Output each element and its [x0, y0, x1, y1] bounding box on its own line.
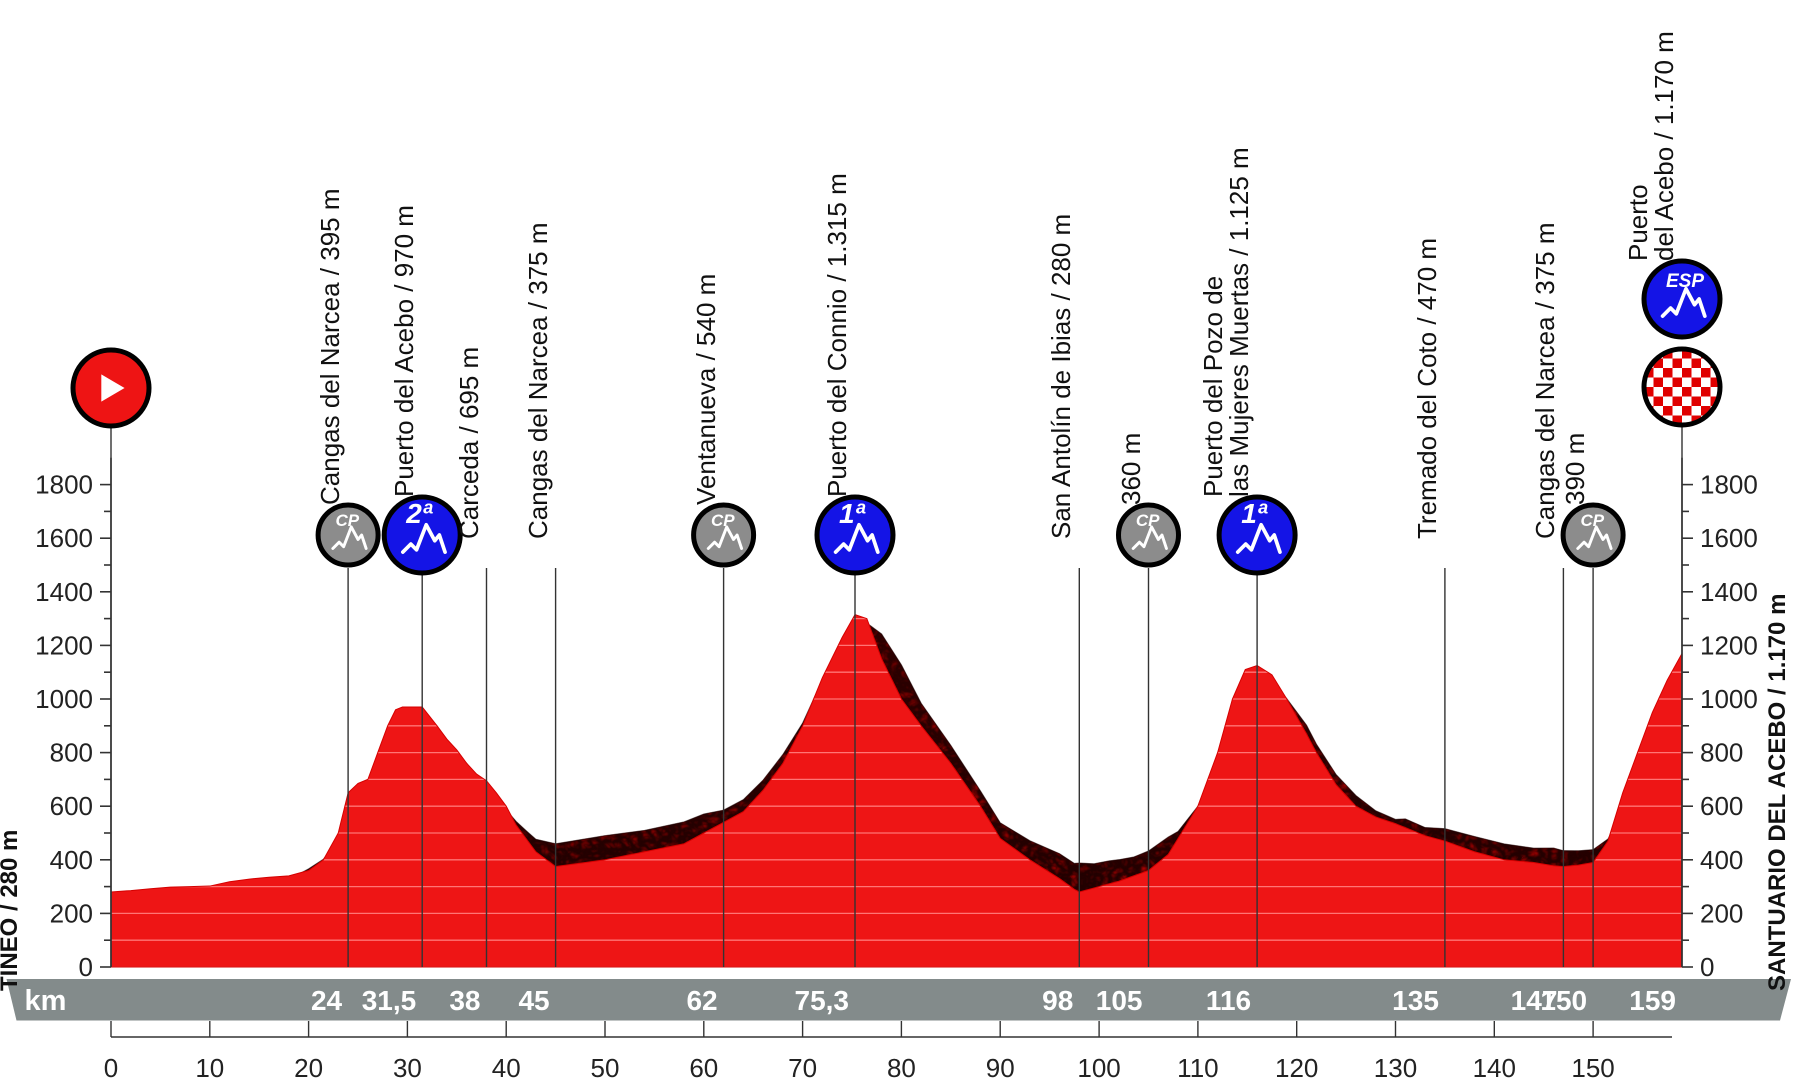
svg-text:60: 60 [689, 1053, 718, 1078]
svg-text:105: 105 [1096, 985, 1143, 1016]
svg-text:0: 0 [79, 952, 93, 982]
svg-text:2ª: 2ª [405, 498, 433, 529]
svg-text:400: 400 [50, 845, 93, 875]
svg-text:90: 90 [986, 1053, 1015, 1078]
svg-text:24: 24 [311, 985, 343, 1016]
svg-text:135: 135 [1392, 985, 1439, 1016]
svg-text:1600: 1600 [35, 523, 93, 553]
svg-text:800: 800 [1700, 738, 1743, 768]
svg-text:400: 400 [1700, 845, 1743, 875]
svg-text:116: 116 [1206, 985, 1251, 1016]
svg-text:600: 600 [1700, 791, 1743, 821]
svg-text:1200: 1200 [35, 630, 93, 660]
svg-text:100: 100 [1077, 1053, 1120, 1078]
svg-text:38: 38 [449, 985, 480, 1016]
svg-text:70: 70 [788, 1053, 817, 1078]
svg-text:CP: CP [336, 511, 360, 530]
svg-text:1200: 1200 [1700, 630, 1758, 660]
svg-text:98: 98 [1042, 985, 1073, 1016]
svg-text:1ª: 1ª [839, 498, 866, 529]
svg-text:1800: 1800 [1700, 470, 1758, 500]
svg-text:140: 140 [1473, 1053, 1516, 1078]
svg-text:30: 30 [393, 1053, 422, 1078]
svg-text:800: 800 [50, 738, 93, 768]
svg-text:130: 130 [1374, 1053, 1417, 1078]
svg-text:1000: 1000 [1700, 684, 1758, 714]
svg-text:1400: 1400 [1700, 577, 1758, 607]
svg-text:km: km [25, 985, 67, 1017]
svg-text:150: 150 [1540, 985, 1587, 1016]
svg-text:1ª: 1ª [1241, 498, 1268, 529]
svg-text:CP: CP [1581, 511, 1605, 530]
svg-text:31,5: 31,5 [362, 985, 417, 1016]
svg-text:ESP: ESP [1666, 271, 1704, 292]
svg-text:110: 110 [1177, 1053, 1218, 1078]
svg-text:1400: 1400 [35, 577, 93, 607]
svg-text:50: 50 [591, 1053, 620, 1078]
svg-text:0: 0 [1700, 952, 1714, 982]
svg-text:200: 200 [50, 898, 93, 928]
svg-text:40: 40 [492, 1053, 521, 1078]
svg-text:10: 10 [195, 1053, 224, 1078]
svg-text:45: 45 [518, 985, 549, 1016]
svg-text:150: 150 [1571, 1053, 1614, 1078]
svg-text:1800: 1800 [35, 470, 93, 500]
svg-text:0: 0 [104, 1053, 118, 1078]
svg-text:20: 20 [294, 1053, 323, 1078]
svg-text:62: 62 [686, 985, 717, 1016]
svg-text:1000: 1000 [35, 684, 93, 714]
svg-text:600: 600 [50, 791, 93, 821]
svg-text:159: 159 [1629, 985, 1676, 1016]
svg-text:CP: CP [1136, 511, 1160, 530]
svg-text:80: 80 [887, 1053, 916, 1078]
svg-text:200: 200 [1700, 898, 1743, 928]
svg-text:75,3: 75,3 [795, 985, 850, 1016]
svg-text:CP: CP [711, 511, 735, 530]
svg-text:120: 120 [1275, 1053, 1318, 1078]
svg-text:1600: 1600 [1700, 523, 1758, 553]
